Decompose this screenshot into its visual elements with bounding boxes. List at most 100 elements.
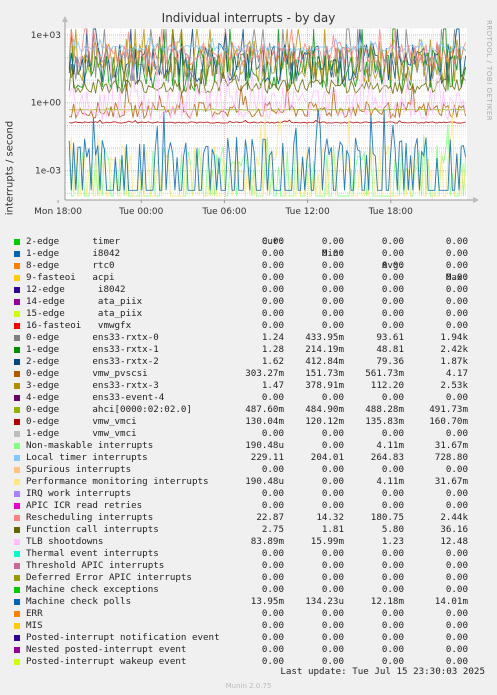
legend-row: 9-fasteoi acpi 0.00 0.00 0.00 0.00 — [14, 272, 494, 284]
value-max: 31.67m — [434, 476, 468, 487]
value-avg: 0.00 — [381, 260, 404, 271]
legend-row: 12-edge i8042 0.00 0.00 0.00 0.00 — [14, 284, 494, 296]
legend-row: 8-edge rtc0 0.00 0.00 0.00 0.00 — [14, 260, 494, 272]
legend-row: Local timer interrupts 229.11 204.01 264.83… — [14, 452, 494, 464]
x-tick-label: Tue 12:00 — [285, 207, 330, 217]
value-cur: 303.27m — [245, 368, 284, 379]
legend-header: Cur: Min: Avg: Max: — [14, 224, 494, 283]
legend-row: 2-edge ens33-rxtx-2 1.62 412.84m 79.36 1.87k — [14, 356, 494, 368]
value-avg: 0.00 — [381, 500, 404, 511]
value-avg: 0.00 — [381, 656, 404, 667]
header-min: Min: — [321, 248, 344, 259]
legend-row: Machine check polls 13.95m 134.23u 12.18m 14… — [14, 596, 494, 608]
value-min: 151.73m — [305, 368, 344, 379]
legend-row: 16-fasteoi vmwgfx 0.00 0.00 0.00 0.00 — [14, 320, 494, 332]
chart-title: Individual interrupts - by day — [161, 11, 336, 25]
value-cur: 22.87 — [256, 512, 284, 523]
value-min: 0.00 — [321, 284, 344, 295]
series-line — [68, 28, 467, 86]
value-min: 0.00 — [321, 548, 344, 559]
series-line — [68, 112, 467, 197]
value-cur: 0.00 — [261, 548, 284, 559]
legend-label: APIC ICR read retries — [26, 500, 143, 511]
legend-swatch — [14, 251, 20, 257]
legend-swatch — [14, 467, 20, 473]
value-min: 134.23u — [305, 596, 344, 607]
legend-row: Nested posted-interrupt event 0.00 0.00 0.0… — [14, 644, 494, 656]
value-min: 0.00 — [321, 500, 344, 511]
series-line — [69, 108, 466, 111]
legend-label: Function call interrupts — [26, 524, 159, 535]
legend-label: 0-edge vmw_pvscsi — [26, 368, 148, 379]
value-max: 2.53k — [440, 380, 468, 391]
legend-label: 14-edge ata_piix — [26, 296, 143, 307]
series-line — [68, 61, 466, 96]
value-min: 0.00 — [321, 428, 344, 439]
value-cur: 0.00 — [261, 296, 284, 307]
value-avg: 0.00 — [381, 632, 404, 643]
legend-label: 2-edge ens33-rxtx-2 — [26, 356, 159, 367]
legend-label: Nested posted-interrupt event — [26, 644, 187, 655]
legend-swatch — [14, 239, 20, 245]
legend-swatch — [14, 587, 20, 593]
value-avg: 12.18m — [370, 596, 404, 607]
value-cur: 0.00 — [261, 248, 284, 259]
legend-row: Posted-interrupt wakeup event 0.00 0.00 0.0… — [14, 656, 494, 668]
value-min: 0.00 — [321, 656, 344, 667]
value-min: 0.00 — [321, 632, 344, 643]
value-min: 0.00 — [321, 476, 344, 487]
series-line — [68, 28, 466, 83]
legend-label: 12-edge i8042 — [26, 284, 126, 295]
legend-label: Non-maskable interrupts — [26, 440, 154, 451]
legend-swatch — [14, 563, 20, 569]
value-cur: 0.00 — [261, 284, 284, 295]
value-avg: 0.00 — [381, 644, 404, 655]
value-avg: 1.23 — [381, 536, 404, 547]
value-avg: 0.00 — [381, 560, 404, 571]
value-avg: 48.81 — [376, 344, 404, 355]
legend-label: TLB shootdowns — [26, 536, 104, 547]
value-cur: 0.00 — [261, 260, 284, 271]
value-cur: 190.48u — [245, 440, 284, 451]
value-min: 0.00 — [321, 320, 344, 331]
value-avg: 0.00 — [381, 584, 404, 595]
legend-label: Performance monitoring interrupts — [26, 476, 209, 487]
legend-row: 15-edge ata_piix 0.00 0.00 0.00 0.00 — [14, 308, 494, 320]
value-min: 0.00 — [321, 560, 344, 571]
value-min: 204.01 — [310, 452, 344, 463]
value-max: 0.00 — [445, 260, 468, 271]
legend-label: Threshold APIC interrupts — [26, 560, 165, 571]
value-max: 0.00 — [445, 464, 468, 475]
value-cur: 0.00 — [261, 584, 284, 595]
legend-label: 1-edge ens33-rxtx-1 — [26, 344, 159, 355]
value-max: 728.80 — [434, 452, 468, 463]
last-update: Last update: Tue Jul 15 23:30:03 2025 — [280, 666, 485, 677]
value-min: 214.19m — [305, 344, 344, 355]
legend-swatch — [14, 599, 20, 605]
value-min: 0.00 — [321, 608, 344, 619]
legend-label: 4-edge ens33-event-4 — [26, 392, 165, 403]
value-cur: 0.00 — [261, 428, 284, 439]
value-max: 14.01m — [434, 596, 468, 607]
y-axis-arrow — [62, 16, 68, 22]
value-cur: 0.00 — [261, 620, 284, 631]
legend-label: Machine check polls — [26, 596, 132, 607]
value-avg: 488.28m — [365, 404, 404, 415]
value-avg: 0.00 — [381, 308, 404, 319]
legend-row: Non-maskable interrupts 190.48u 0.00 4.11m 3… — [14, 440, 494, 452]
value-max: 0.00 — [445, 320, 468, 331]
legend-swatch — [14, 647, 20, 653]
value-max: 1.94k — [440, 332, 468, 343]
value-max: 0.00 — [445, 620, 468, 631]
legend-label: Machine check exceptions — [26, 584, 159, 595]
legend-swatch — [14, 275, 20, 281]
legend-row: 2-edge timer 0.00 0.00 0.00 0.00 — [14, 236, 494, 248]
value-cur: 0.00 — [261, 632, 284, 643]
value-min: 412.84m — [305, 356, 344, 367]
legend-row: 3-edge ens33-rxtx-3 1.47 378.91m 112.20 2.53… — [14, 380, 494, 392]
legend-row: Thermal event interrupts 0.00 0.00 0.00 0.00 — [14, 548, 494, 560]
legend-label: Deferred Error APIC interrupts — [26, 572, 192, 583]
legend-swatch — [14, 287, 20, 293]
value-avg: 0.00 — [381, 284, 404, 295]
legend-row: 1-edge ens33-rxtx-1 1.28 214.19m 48.81 2.42k — [14, 344, 494, 356]
